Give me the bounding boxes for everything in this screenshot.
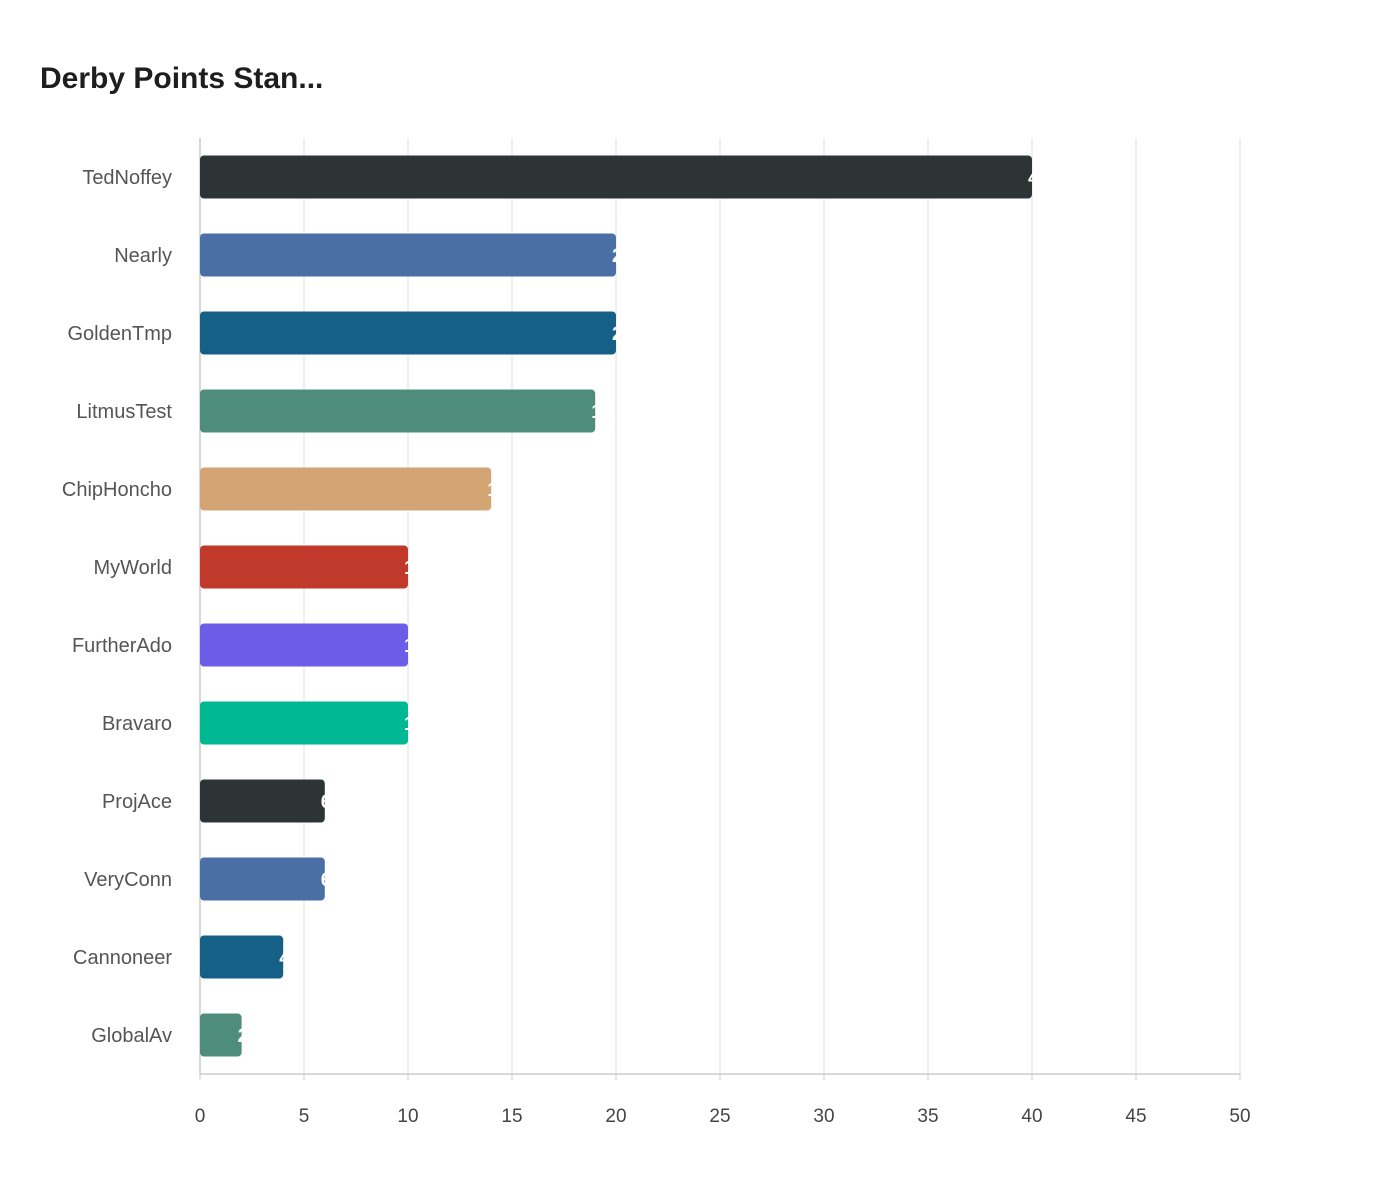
y-category-label: TedNoffey xyxy=(82,167,172,189)
bar xyxy=(200,233,616,277)
x-tick-label: 45 xyxy=(1125,1106,1146,1127)
x-tick-label: 40 xyxy=(1021,1106,1042,1127)
x-tick-label: 50 xyxy=(1229,1106,1250,1127)
bar-value-label: 10 xyxy=(404,558,425,579)
bar-value-label: 4 xyxy=(279,948,290,969)
bar-value-label: 14 xyxy=(487,480,509,501)
y-category-label: VeryConn xyxy=(84,869,172,891)
bar xyxy=(200,779,325,823)
bar xyxy=(200,545,408,589)
x-tick-label: 15 xyxy=(501,1106,522,1127)
chart-title: Derby Points Stan... xyxy=(40,62,324,95)
y-category-label: ChipHoncho xyxy=(62,479,172,501)
bar-value-label: 6 xyxy=(321,792,332,813)
bar xyxy=(200,155,1032,199)
y-category-label: MyWorld xyxy=(93,557,172,579)
bar xyxy=(200,857,325,901)
x-tick-label: 30 xyxy=(813,1106,834,1127)
bar xyxy=(200,1013,242,1057)
bar xyxy=(200,389,596,433)
y-category-label: LitmusTest xyxy=(76,401,172,423)
y-category-label: Nearly xyxy=(114,245,172,267)
y-category-label: GoldenTmp xyxy=(68,323,173,345)
bar-value-label: 20 xyxy=(612,246,633,267)
bar-value-label: 19 xyxy=(591,402,612,423)
y-category-label: Cannoneer xyxy=(73,947,172,969)
bar xyxy=(200,467,492,511)
bar-value-label: 2 xyxy=(238,1026,249,1047)
y-category-label: FurtherAdo xyxy=(72,635,172,657)
y-category-label: ProjAce xyxy=(102,791,172,813)
bar-value-label: 10 xyxy=(404,714,425,735)
y-category-label: Bravaro xyxy=(102,713,172,735)
bar-value-label: 20 xyxy=(612,324,633,345)
bar-value-label: 6 xyxy=(321,870,332,891)
bar xyxy=(200,311,616,355)
x-tick-label: 5 xyxy=(299,1106,310,1127)
bar-value-label: 40 xyxy=(1028,168,1049,189)
bar-value-label: 10 xyxy=(404,636,425,657)
x-tick-label: 25 xyxy=(709,1106,730,1127)
x-tick-label: 35 xyxy=(917,1106,938,1127)
x-tick-label: 0 xyxy=(195,1106,206,1127)
bar xyxy=(200,623,408,667)
bar xyxy=(200,701,408,745)
x-tick-label: 10 xyxy=(397,1106,418,1127)
x-tick-label: 20 xyxy=(605,1106,626,1127)
bar xyxy=(200,935,284,979)
y-category-label: GlobalAv xyxy=(91,1025,172,1047)
